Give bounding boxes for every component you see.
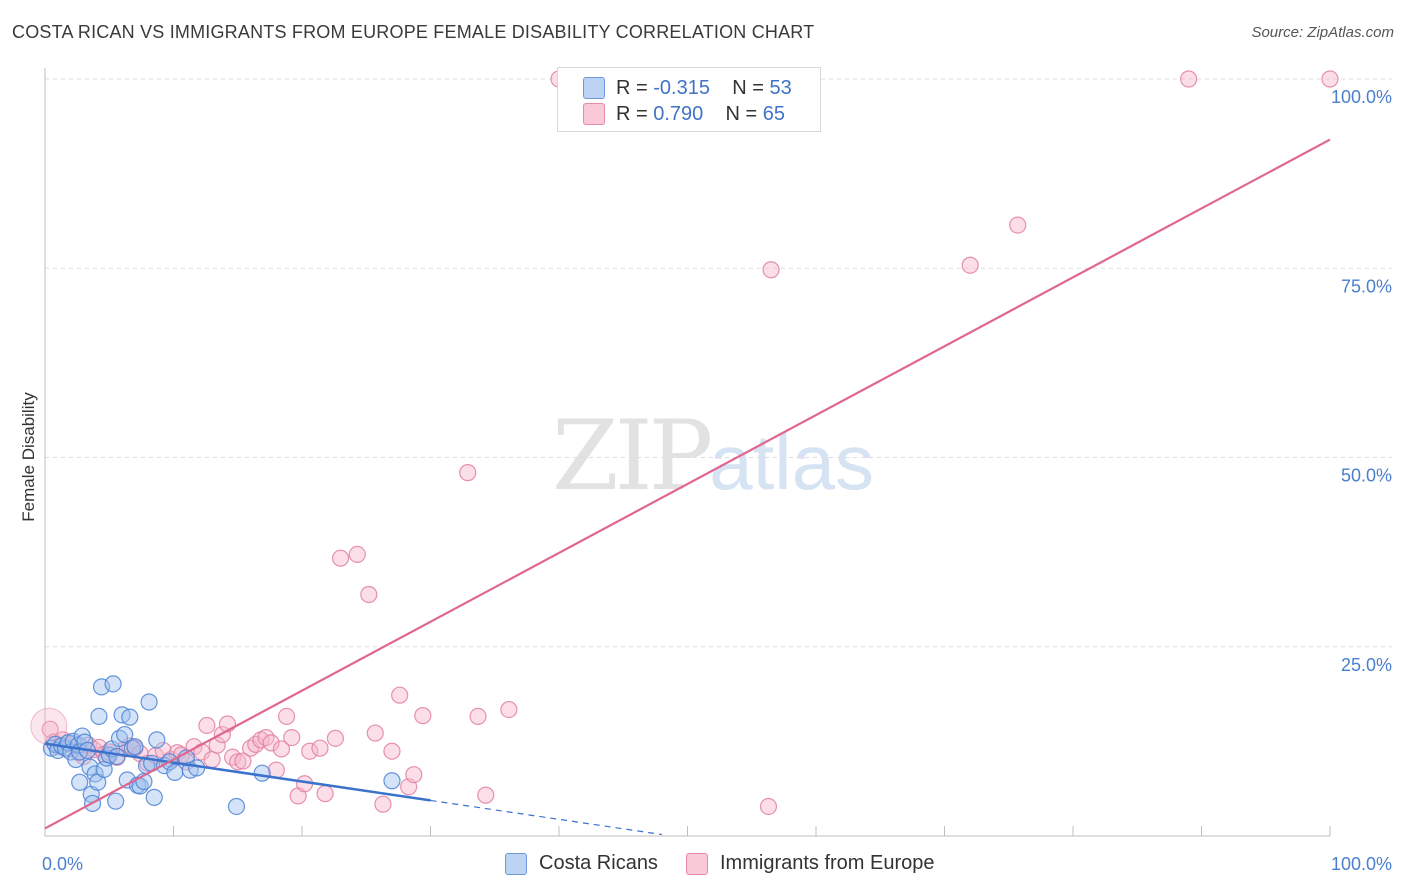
point-immigrants-europe [374, 795, 392, 813]
series-legend: Costa Ricans Immigrants from Europe [0, 852, 1406, 878]
point-immigrants-europe [326, 729, 345, 747]
point-immigrants-europe [348, 545, 366, 563]
grid-layer [45, 78, 1392, 648]
point-immigrants-europe [41, 720, 59, 738]
point-immigrants-europe [331, 549, 350, 567]
point-immigrants-europe [277, 707, 296, 725]
point-immigrants-europe [391, 686, 409, 704]
point-immigrants-europe [414, 707, 432, 725]
y-tick-label: 100.0% [1331, 87, 1392, 107]
legend-swatch-pink [583, 103, 605, 125]
point-costa-ricans [108, 747, 126, 766]
point-costa-ricans [104, 675, 122, 693]
point-costa-ricans [145, 788, 163, 806]
point-immigrants-europe [477, 786, 495, 804]
series-label-costa-ricans: Costa Ricans [539, 852, 658, 874]
legend-r-value: 0.790 [653, 102, 704, 125]
point-immigrants-europe [366, 724, 384, 742]
point-immigrants-europe [272, 740, 291, 758]
point-costa-ricans [383, 772, 401, 790]
point-immigrants-europe [961, 256, 979, 274]
legend-r-value: -0.315 [653, 76, 710, 99]
point-immigrants-europe [1321, 70, 1339, 88]
points-layer [30, 70, 1339, 816]
axis-layer [44, 68, 1331, 837]
legend-n-label: N = [732, 76, 770, 99]
point-immigrants-europe [301, 742, 319, 760]
point-costa-ricans [126, 738, 144, 756]
point-immigrants-europe [500, 700, 518, 719]
y-tick-label: 75.0% [1341, 276, 1392, 296]
series-legend-immigrants-europe: Immigrants from Europe [686, 852, 935, 875]
legend-swatch-blue [583, 77, 605, 99]
watermark-atlas: atlas [709, 418, 874, 506]
legend-n-value: 65 [762, 102, 786, 125]
label-layer: 25.0% 50.0% 75.0% 100.0% 0.0% 100.0% Female Di… [19, 87, 1392, 874]
legend-r-label: R = [616, 102, 654, 125]
x-tick-label: 0.0% [42, 854, 83, 874]
point-costa-ricans [227, 797, 246, 816]
y-axis-label: Female Disability [19, 392, 38, 522]
point-immigrants-europe [316, 785, 334, 803]
series-label-immigrants-europe: Immigrants from Europe [720, 852, 935, 874]
watermark-zip: ZIP [552, 400, 713, 512]
point-costa-ricans [116, 725, 134, 744]
point-immigrants-europe [360, 585, 378, 604]
point-immigrants-europe [759, 797, 778, 816]
point-immigrants-europe [1009, 216, 1027, 234]
point-immigrants-europe [459, 464, 477, 482]
legend-n-label: N = [725, 102, 763, 125]
point-immigrants-europe [262, 734, 280, 752]
point-immigrants-europe [283, 728, 301, 747]
point-costa-ricans [71, 773, 89, 791]
chart-title: COSTA RICAN VS IMMIGRANTS FROM EUROPE FE… [12, 22, 815, 42]
point-immigrants-europe [234, 752, 252, 770]
series-swatch-pink [686, 852, 708, 875]
legend-n-value: 53 [769, 76, 792, 99]
y-tick-label: 50.0% [1341, 466, 1392, 486]
series-legend-costa-ricans: Costa Ricans [505, 852, 658, 875]
trend-layer [44, 138, 1331, 836]
watermark: ZIPatlas [552, 400, 874, 512]
point-immigrants-europe [229, 753, 247, 771]
correlation-legend: R = -0.315 N = 53 R = 0.790 N = 65 [557, 67, 821, 132]
point-immigrants-europe [762, 261, 780, 279]
point-costa-ricans [253, 764, 271, 782]
point-immigrants-europe [203, 750, 221, 769]
point-costa-ricans [166, 763, 184, 782]
point-immigrants-europe [224, 748, 242, 766]
trendline-immigrants-europe [44, 138, 1331, 830]
point-costa-ricans [121, 708, 139, 726]
point-immigrants-europe [405, 766, 423, 784]
point-immigrants-europe [383, 742, 401, 760]
legend-r-label: R = [616, 76, 654, 99]
point-costa-ricans [148, 731, 166, 749]
point-costa-ricans [107, 792, 125, 810]
y-tick-label: 25.0% [1341, 655, 1392, 675]
point-costa-ricans [140, 693, 158, 711]
point-immigrants-europe [469, 707, 487, 725]
point-immigrants-europe [311, 739, 329, 757]
point-immigrants-europe [1180, 70, 1198, 88]
trendline-costa-ricans [44, 742, 431, 802]
x-tick-label: 100.0% [1331, 854, 1392, 874]
point-immigrants-europe [257, 728, 275, 747]
source-label: Source: ZipAtlas.com [1251, 24, 1394, 41]
point-costa-ricans [90, 707, 108, 725]
series-swatch-blue [505, 852, 527, 875]
trendline-costa-ricans-extension [430, 799, 662, 836]
point-immigrants-europe [198, 716, 216, 735]
